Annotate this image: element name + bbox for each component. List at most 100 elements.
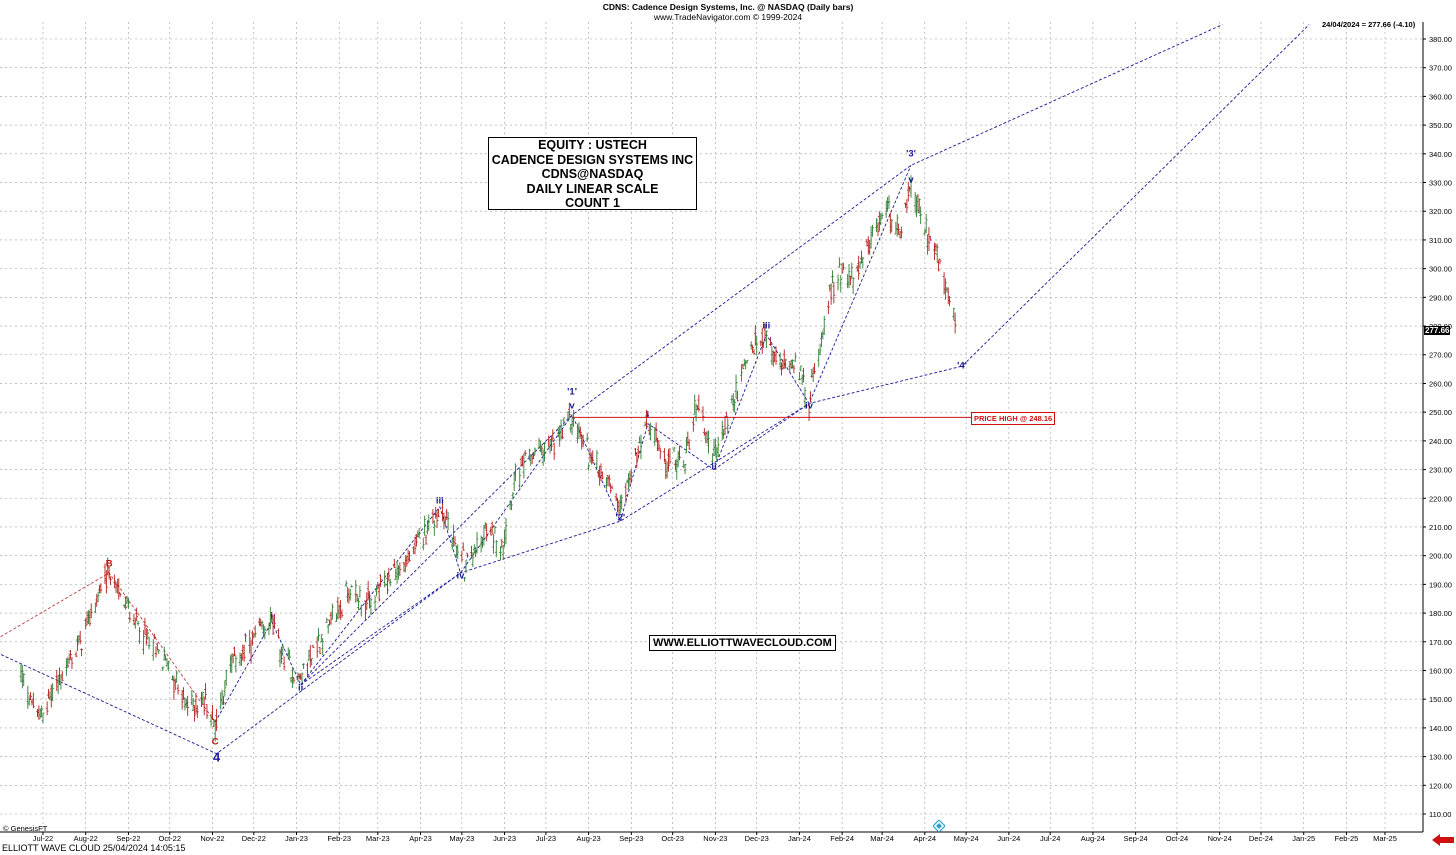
date-axis: Jul-22 Aug-22 Sep-22 Oct-22 Nov-22 Dec-22 Jan-… bbox=[0, 831, 1423, 843]
x-tick-label: May-23 bbox=[449, 834, 474, 843]
y-tick-label: 150.00 bbox=[1429, 695, 1452, 704]
y-tick-label: 310.00 bbox=[1429, 236, 1452, 245]
y-tick-label: 170.00 bbox=[1429, 638, 1452, 647]
wave-line bbox=[713, 403, 810, 470]
y-tick-label: 160.00 bbox=[1429, 666, 1452, 675]
x-tick-label: Oct-23 bbox=[661, 834, 684, 843]
y-tick-label: 200.00 bbox=[1429, 552, 1452, 561]
wave-line bbox=[0, 24, 1310, 755]
x-tick-label: Feb-23 bbox=[327, 834, 351, 843]
y-tick-label: 190.00 bbox=[1429, 580, 1452, 589]
price-high-label: PRICE HIGH @ 248.16 bbox=[971, 412, 1056, 425]
wave-label: ii bbox=[711, 461, 717, 473]
x-tick-label: Jun-24 bbox=[997, 834, 1020, 843]
x-tick-label: Jan-25 bbox=[1292, 834, 1315, 843]
x-tick-label: Nov-22 bbox=[200, 834, 224, 843]
info-line: CADENCE DESIGN SYSTEMS INC bbox=[491, 152, 694, 167]
x-tick-label: Jun-23 bbox=[493, 834, 516, 843]
x-tick-label: Apr-24 bbox=[914, 834, 937, 843]
wave-label: iii bbox=[762, 320, 771, 332]
info-line: COUNT 1 bbox=[565, 196, 620, 210]
x-tick-label: Mar-23 bbox=[366, 834, 390, 843]
y-tick-label: 130.00 bbox=[1429, 753, 1452, 762]
x-tick-label: Mar-25 bbox=[1373, 834, 1397, 843]
x-tick-label: Jan-24 bbox=[788, 834, 811, 843]
y-tick-label: 330.00 bbox=[1429, 179, 1452, 188]
x-tick-label: Feb-24 bbox=[830, 834, 854, 843]
y-tick-label: 350.00 bbox=[1429, 121, 1452, 130]
y-tick-label: 120.00 bbox=[1429, 781, 1452, 790]
x-tick-label: Mar-24 bbox=[870, 834, 894, 843]
wave-line bbox=[214, 165, 912, 723]
x-tick-label: Jul-22 bbox=[33, 834, 53, 843]
wave-label: 4 bbox=[212, 749, 221, 765]
wave-label: i bbox=[646, 409, 650, 421]
y-tick-label: 290.00 bbox=[1429, 293, 1452, 302]
x-tick-label: Dec-24 bbox=[1249, 834, 1273, 843]
y-tick-label: 370.00 bbox=[1429, 64, 1452, 73]
wave-label: iv bbox=[805, 400, 814, 412]
copyright: © GenesisFT bbox=[3, 824, 48, 833]
y-tick-label: 340.00 bbox=[1429, 150, 1452, 159]
y-tick-label: 320.00 bbox=[1429, 207, 1452, 216]
wave-label: '4' bbox=[957, 360, 967, 372]
x-tick-label: Dec-22 bbox=[242, 834, 266, 843]
y-tick-label: 240.00 bbox=[1429, 437, 1452, 446]
x-tick-label: Sep-24 bbox=[1124, 834, 1148, 843]
x-tick-label: Dec-23 bbox=[745, 834, 769, 843]
y-tick-label: 210.00 bbox=[1429, 523, 1452, 532]
y-tick-label: 380.00 bbox=[1429, 35, 1452, 44]
x-tick-label: Jul-24 bbox=[1040, 834, 1060, 843]
diamond-icon bbox=[933, 820, 945, 832]
y-tick-label: 230.00 bbox=[1429, 466, 1452, 475]
chart-title: CDNS: Cadence Design Systems, Inc. @ NAS… bbox=[602, 2, 854, 12]
x-tick-label: Jul-23 bbox=[536, 834, 556, 843]
y-tick-label: 110.00 bbox=[1429, 810, 1451, 819]
y-tick-label: 270.00 bbox=[1429, 351, 1452, 360]
y-tick-label: 300.00 bbox=[1429, 265, 1452, 274]
wave-label: iii bbox=[435, 495, 444, 507]
x-tick-label: Jan-23 bbox=[285, 834, 308, 843]
x-tick-label: Sep-23 bbox=[619, 834, 643, 843]
x-tick-label: Aug-22 bbox=[74, 834, 98, 843]
chart-grid bbox=[0, 22, 1423, 832]
wave-label: v bbox=[908, 174, 914, 186]
wave-line bbox=[300, 24, 1223, 686]
wave-label: '2' bbox=[615, 512, 626, 524]
x-tick-label: Feb-25 bbox=[1335, 834, 1359, 843]
info-line: EQUITY : USTECH bbox=[538, 138, 647, 152]
wave-label: ii bbox=[298, 682, 304, 694]
scroll-right-arrow-icon[interactable] bbox=[1432, 834, 1454, 846]
info-line: DAILY LINEAR SCALE bbox=[526, 181, 659, 196]
chart-subtitle: www.TradeNavigator.com © 1999-2024 bbox=[653, 12, 803, 22]
info-box: EQUITY : USTECH CADENCE DESIGN SYSTEMS I… bbox=[488, 137, 697, 210]
x-tick-label: Apr-23 bbox=[409, 834, 432, 843]
wave-label: '3' bbox=[906, 148, 916, 160]
x-tick-label: Aug-23 bbox=[577, 834, 601, 843]
wave-label: i bbox=[270, 610, 274, 622]
y-tick-label: 220.00 bbox=[1429, 494, 1452, 503]
wave-label: iv bbox=[456, 570, 465, 582]
last-price-tag: 277.66 bbox=[1424, 326, 1451, 335]
price-bars bbox=[19, 175, 957, 742]
wave-line bbox=[300, 572, 461, 686]
x-tick-label: Aug-24 bbox=[1081, 834, 1105, 843]
y-tick-label: 180.00 bbox=[1429, 609, 1452, 618]
info-line: CDNS@NASDAQ bbox=[541, 167, 644, 181]
last-quote: 24/04/2024 = 277.66 (-4.10) bbox=[1322, 20, 1416, 29]
y-tick-label: 260.00 bbox=[1429, 379, 1452, 388]
x-tick-label: Sep-22 bbox=[116, 834, 140, 843]
x-tick-label: May-24 bbox=[954, 834, 979, 843]
x-tick-label: Oct-22 bbox=[159, 834, 182, 843]
footer-text: ELLIOTT WAVE CLOUD 25/04/2024 14:05:15 bbox=[2, 843, 186, 853]
price-axis: 110.00 120.00 130.00 140.00 150.00 160.00 170.… bbox=[1422, 22, 1452, 832]
wave-lines bbox=[0, 24, 1310, 755]
wave-label: '1' bbox=[567, 386, 577, 398]
y-tick-label: 250.00 bbox=[1429, 408, 1452, 417]
x-tick-label: Oct-24 bbox=[1166, 834, 1189, 843]
wave-label: v bbox=[569, 400, 575, 412]
y-tick-label: 360.00 bbox=[1429, 92, 1452, 101]
wave-label: C bbox=[211, 736, 219, 748]
x-tick-label: Nov-24 bbox=[1208, 834, 1232, 843]
